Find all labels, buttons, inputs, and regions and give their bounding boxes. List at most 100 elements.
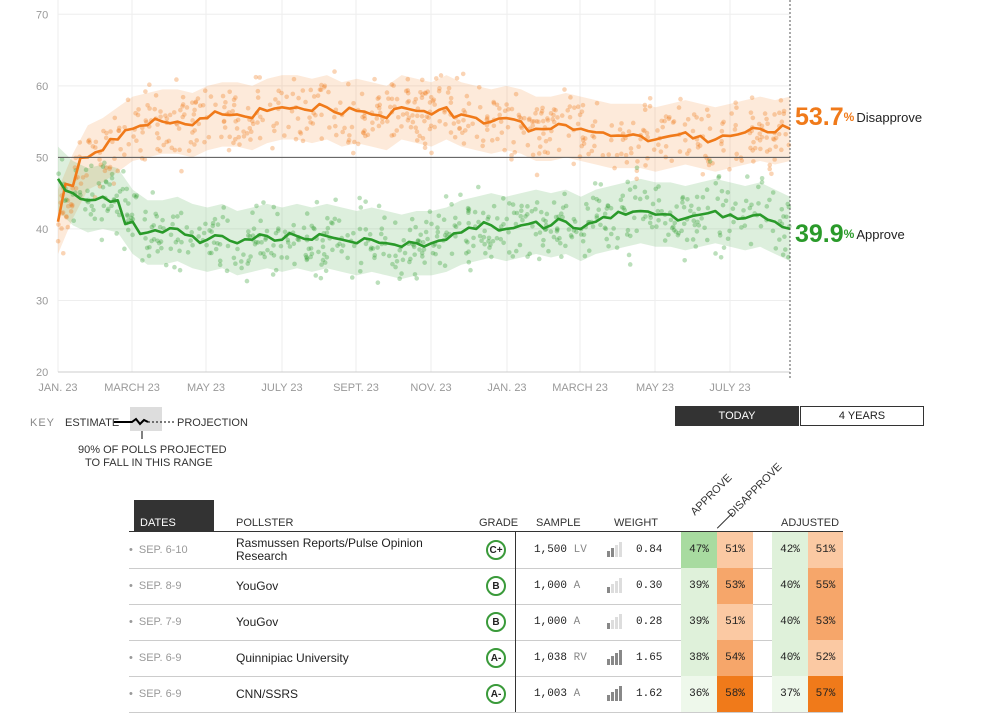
poll-dot-approve: [378, 231, 384, 237]
poll-dot-disapprove: [762, 111, 768, 116]
poll-dot-disapprove: [505, 124, 511, 130]
poll-dot-approve: [329, 220, 334, 225]
dates-header[interactable]: [134, 500, 214, 531]
poll-dot-disapprove: [614, 152, 620, 158]
toggle-4-years[interactable]: 4 YEARS: [800, 406, 924, 426]
poll-dot-approve: [486, 235, 492, 241]
poll-dot-disapprove: [589, 148, 595, 154]
poll-dot-approve: [578, 232, 584, 237]
pollster-cell[interactable]: Quinnipiac University: [236, 650, 349, 665]
poll-dot-disapprove: [282, 133, 287, 138]
poll-dot-approve: [548, 229, 554, 234]
poll-dot-disapprove: [536, 151, 542, 156]
poll-dot-approve: [628, 233, 633, 239]
poll-dot-approve: [644, 195, 650, 200]
x-tick-label: MARCH 23: [104, 382, 160, 394]
poll-dot-approve: [681, 204, 687, 210]
poll-dot-disapprove: [311, 94, 317, 99]
poll-dot-disapprove: [308, 87, 314, 93]
poll-dot-disapprove: [64, 214, 69, 220]
poll-dot-approve: [100, 184, 106, 190]
poll-dot-approve: [358, 205, 364, 210]
poll-dot-disapprove: [143, 118, 149, 123]
poll-dot-approve: [653, 186, 659, 192]
poll-dot-approve: [436, 244, 442, 250]
pollster-cell[interactable]: YouGov: [236, 578, 279, 593]
poll-dot-disapprove: [161, 142, 166, 148]
poll-dot-disapprove: [194, 138, 200, 143]
table-row[interactable]: • SEP. 6-9 CNN/SSRS A- 1,003 A 1.62 36% 58% 37% 5…: [129, 676, 843, 713]
date-cell: • SEP. 6-10: [129, 532, 224, 568]
poll-dot-disapprove: [193, 99, 199, 105]
poll-dot-disapprove: [375, 96, 381, 101]
poll-dot-disapprove: [408, 124, 414, 130]
poll-dot-disapprove: [245, 105, 251, 111]
poll-dot-approve: [430, 250, 436, 256]
poll-dot-approve: [466, 206, 472, 212]
poll-dot-disapprove: [752, 145, 758, 151]
poll-dot-approve: [625, 227, 631, 233]
poll-dot-approve: [525, 254, 530, 259]
key-title: KEY: [30, 417, 56, 429]
table-row[interactable]: • SEP. 8-9 YouGov B 1,000 A 0.30 39% 53% 40% 55%: [129, 568, 843, 605]
poll-dot-disapprove: [387, 104, 393, 110]
poll-dot-disapprove: [719, 128, 725, 134]
poll-dot-disapprove: [300, 88, 306, 93]
poll-dot-approve: [393, 264, 398, 270]
poll-dot-disapprove: [290, 91, 296, 97]
poll-dot-disapprove: [512, 150, 518, 155]
weight-value: 1.65: [636, 652, 663, 664]
poll-dot-approve: [480, 210, 486, 216]
poll-dot-disapprove: [313, 112, 318, 118]
table-row[interactable]: • SEP. 6-9 Quinnipiac University A- 1,038 RV…: [129, 640, 843, 677]
poll-dot-disapprove: [541, 131, 546, 136]
poll-dot-disapprove: [139, 156, 145, 161]
poll-dot-disapprove: [154, 131, 160, 136]
poll-dot-disapprove: [404, 111, 410, 116]
poll-dot-disapprove: [271, 123, 276, 129]
poll-dot-disapprove: [457, 126, 462, 132]
poll-dot-disapprove: [432, 124, 437, 130]
poll-dot-approve: [513, 248, 519, 254]
poll-dot-approve: [498, 236, 504, 242]
poll-dot-approve: [177, 248, 182, 254]
poll-dot-disapprove: [108, 129, 113, 134]
table-row[interactable]: • SEP. 7-9 YouGov B 1,000 A 0.28 39% 51% 40% 53%: [129, 604, 843, 641]
poll-dot-disapprove: [222, 125, 228, 130]
pollster-cell[interactable]: CNN/SSRS: [236, 686, 299, 701]
poll-dot-approve: [465, 239, 470, 245]
population-type: A: [573, 580, 581, 592]
poll-dot-approve: [107, 182, 112, 187]
poll-dot-approve: [345, 255, 350, 261]
poll-dot-disapprove: [562, 87, 567, 92]
x-tick-label: JULY 23: [709, 382, 750, 394]
poll-dot-disapprove: [346, 137, 352, 143]
poll-dot-approve: [320, 238, 325, 243]
poll-dot-approve: [304, 254, 309, 260]
poll-dot-disapprove: [236, 134, 242, 140]
poll-dot-approve: [397, 276, 402, 282]
pollster-cell[interactable]: YouGov: [236, 614, 279, 629]
poll-dot-disapprove: [734, 105, 739, 110]
poll-dot-disapprove: [423, 91, 428, 96]
poll-dot-approve: [482, 241, 487, 247]
toggle-today[interactable]: TODAY: [675, 406, 799, 426]
poll-dot-approve: [168, 246, 174, 252]
pollster-cell[interactable]: Rasmussen Reports/Pulse Opinion Research: [236, 536, 423, 563]
poll-dot-approve: [64, 197, 69, 203]
poll-dot-approve: [325, 225, 331, 231]
poll-dot-approve: [96, 181, 102, 186]
poll-dot-disapprove: [645, 155, 650, 161]
y-tick-label: 40: [36, 224, 48, 236]
table-row[interactable]: • SEP. 6-10 Rasmussen Reports/Pulse Opinio…: [129, 532, 843, 569]
poll-dot-approve: [258, 251, 263, 256]
poll-dot-approve: [608, 231, 614, 237]
poll-dot-disapprove: [115, 168, 121, 174]
poll-dot-disapprove: [491, 99, 496, 105]
poll-dot-disapprove: [227, 134, 233, 140]
poll-dot-approve: [696, 206, 701, 212]
poll-dot-approve: [143, 209, 148, 215]
poll-dot-approve: [634, 228, 639, 234]
poll-dot-disapprove: [629, 150, 634, 156]
poll-dot-disapprove: [103, 135, 109, 141]
